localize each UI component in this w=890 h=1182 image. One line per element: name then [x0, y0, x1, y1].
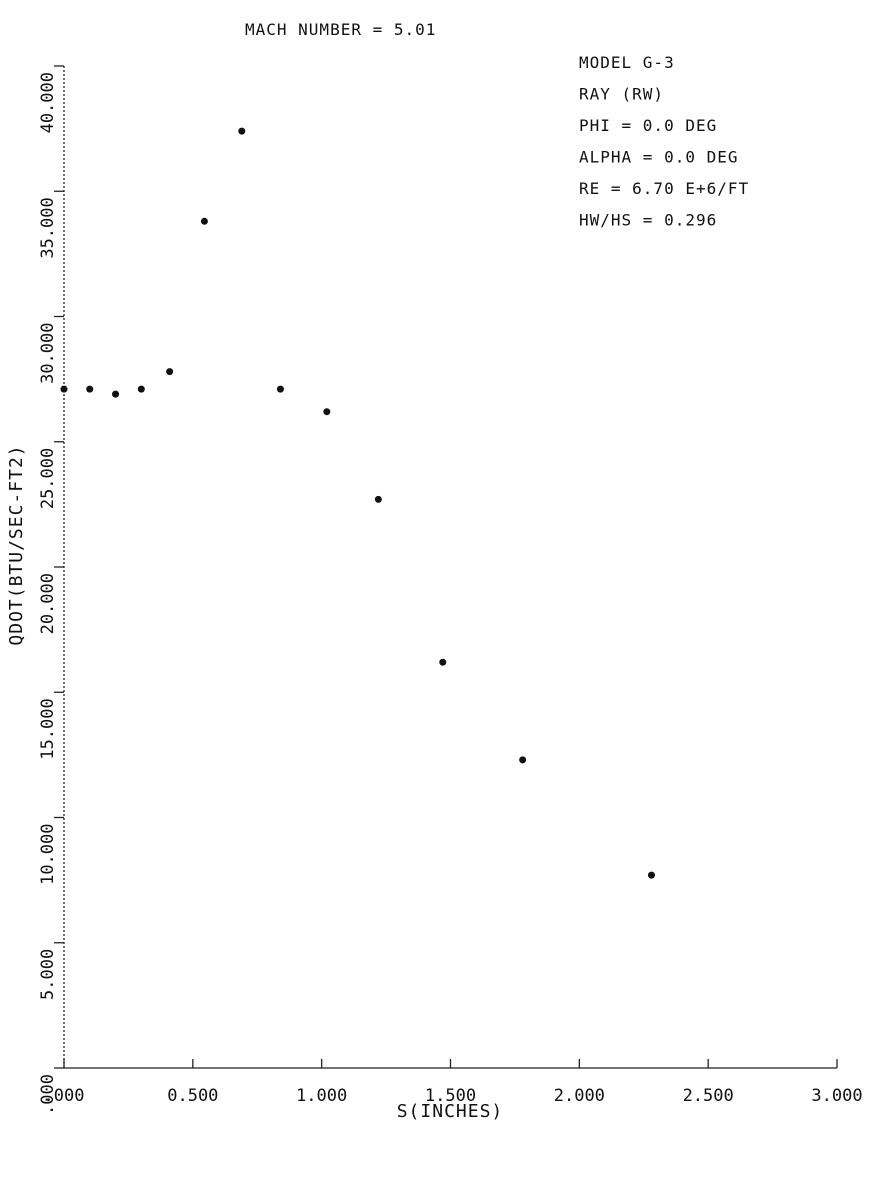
x-tick-label: 1.000: [296, 1086, 347, 1106]
data-point: [137, 385, 145, 393]
data-point: [276, 385, 284, 393]
data-points: [60, 127, 655, 879]
x-tick-label: 0.500: [167, 1086, 218, 1106]
data-point: [166, 368, 174, 376]
y-tick-label: 40.000: [38, 72, 58, 133]
y-tick-label: 30.000: [38, 323, 58, 384]
data-point: [519, 756, 527, 764]
y-axis-ticks: .000 5.000 10.000 15.000 20.000 25.000 30.000 3…: [38, 65, 64, 1115]
data-point: [200, 217, 208, 225]
y-tick-label: 20.000: [38, 573, 58, 634]
annotation-block: MODEL G-3 RAY (RW) PHI = 0.0 DEG ALPHA = 0.…: [579, 53, 749, 230]
y-tick-label: 15.000: [38, 698, 58, 759]
annotation-line: RE = 6.70 E+6/FT: [579, 179, 749, 198]
y-tick-label: 5.000: [38, 949, 58, 1000]
x-axis-ticks: .000 0.500 1.000 1.500 2.000 2.500 3.000: [44, 1059, 863, 1106]
x-tick-label: 2.000: [554, 1086, 605, 1106]
annotation-line: HW/HS = 0.296: [579, 211, 717, 230]
x-axis-title: S(INCHES): [397, 1101, 504, 1122]
data-point: [647, 871, 655, 879]
y-axis-title: QDOT(BTU/SEC-FT2): [6, 444, 27, 645]
data-point: [112, 390, 120, 398]
annotation-line: MODEL G-3: [579, 53, 675, 72]
data-point: [60, 385, 68, 393]
y-tick-label: 35.000: [38, 197, 58, 258]
data-point: [439, 658, 447, 666]
annotation-line: PHI = 0.0 DEG: [579, 116, 717, 135]
x-tick-label: 2.500: [683, 1086, 734, 1106]
annotation-line: RAY (RW): [579, 85, 664, 104]
data-point: [323, 408, 331, 416]
x-tick-label: 3.000: [811, 1086, 862, 1106]
x-tick-label: .000: [44, 1086, 85, 1106]
y-tick-label: 25.000: [38, 448, 58, 509]
x-tick-label: 1.500: [425, 1086, 476, 1106]
y-tick-label: .000: [38, 1074, 58, 1115]
data-point: [238, 127, 246, 135]
data-point: [374, 495, 382, 503]
chart-title: MACH NUMBER = 5.01: [245, 20, 436, 39]
data-point: [86, 385, 94, 393]
y-tick-label: 10.000: [38, 824, 58, 885]
annotation-line: ALPHA = 0.0 DEG: [579, 148, 739, 167]
